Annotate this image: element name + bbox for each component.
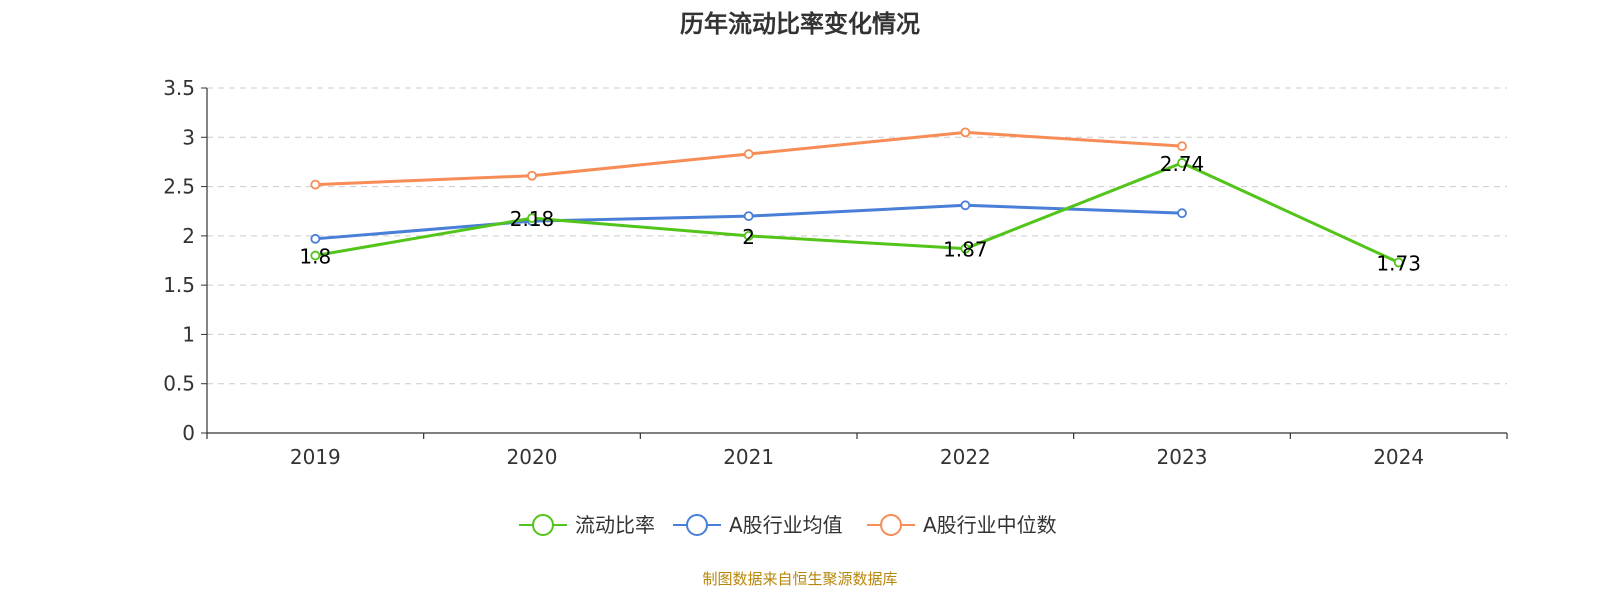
data-point [743,149,754,159]
y-tick-label: 2 [182,224,195,248]
legend-item-2[interactable]: A股行业中位数 [867,513,1057,537]
y-tick-label: 0.5 [163,372,195,396]
data-label: 1.87 [943,238,988,262]
data-label: 2.18 [510,207,555,231]
legend-circle-icon [880,514,902,536]
data-label: 1.8 [299,245,331,269]
legend-item-1[interactable]: A股行业均值 [673,513,843,537]
data-label: 1.73 [1376,251,1421,275]
legend-item-0[interactable]: 流动比率 [519,513,655,537]
y-tick-label: 3.5 [163,76,195,100]
data-point [527,213,537,224]
y-tick-label: 3 [182,125,195,149]
data-label: 2.74 [1160,152,1205,176]
data-point [310,250,321,261]
data-point [743,230,754,241]
y-tick-label: 2.5 [163,175,195,199]
data-labels: 1.8 2.18 2 1.87 2.74 1.73 [299,152,1421,276]
data-label: 2 [742,225,755,249]
data-point [1177,141,1187,152]
data-point [960,200,971,211]
data-point [1177,158,1187,168]
data-point [743,211,754,222]
data-point [960,243,971,254]
x-tick-label: 2022 [940,445,991,469]
x-tick-label: 2019 [290,445,341,469]
legend-label: A股行业均值 [729,513,843,537]
series-1 [310,200,1187,244]
y-tick-label: 1.5 [163,273,195,297]
source-note: 制图数据来自恒生聚源数据库 [702,570,897,588]
data-point [310,179,321,190]
series-2 [310,127,1187,190]
chart-title: 历年流动比率变化情况 [680,10,920,38]
series-lines [310,127,1404,268]
data-point [1177,208,1187,219]
grid-lines [207,87,1507,385]
data-point [527,170,537,181]
x-tick-label: 2020 [507,445,558,469]
axes: 0 0.5 1 1.5 2 2.5 3 3.5 2019 2020 2021 2022 2023 2024 [163,76,1508,469]
legend-label: 流动比率 [575,513,655,537]
legend-label: A股行业中位数 [923,513,1057,537]
y-tick-label: 1 [182,322,195,346]
x-tick-label: 2023 [1157,445,1208,469]
x-tick-label: 2021 [723,445,774,469]
data-point [310,233,321,244]
series-line [315,161,1400,264]
y-tick-label: 0 [182,421,195,445]
legend[interactable]: 流动比率 A股行业均值 A股行业中位数 [519,513,1057,537]
data-point [1393,257,1404,268]
data-point [960,127,971,138]
legend-circle-icon [532,514,554,536]
series-0 [310,158,1404,268]
x-tick-label: 2024 [1373,445,1424,469]
legend-circle-icon [686,514,708,536]
